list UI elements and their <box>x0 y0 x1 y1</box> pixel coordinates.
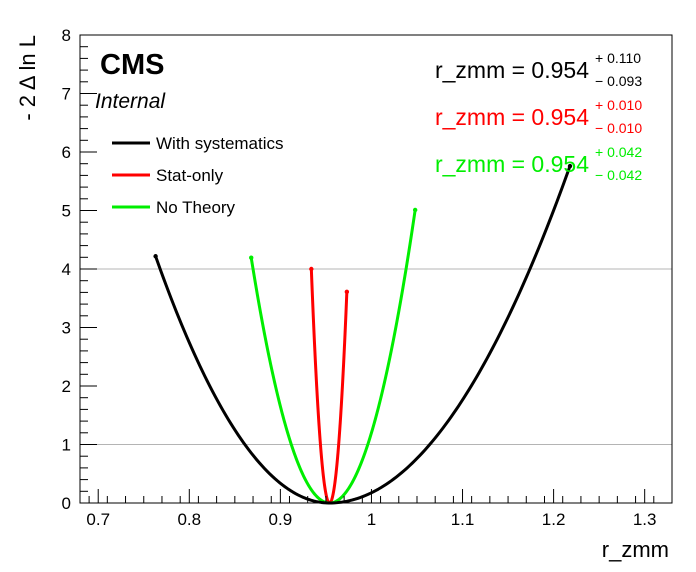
y-tick-label: 0 <box>62 494 71 513</box>
y-tick-label: 3 <box>62 319 71 338</box>
fit-error-up: + 0.010 <box>595 97 642 113</box>
y-tick-label: 1 <box>62 436 71 455</box>
fit-error-down: − 0.093 <box>595 73 642 89</box>
cms-label: CMS <box>100 49 164 81</box>
fit-result-text: r_zmm = 0.954 <box>435 57 589 83</box>
reference-lines <box>80 268 672 445</box>
x-tick-label: 0.9 <box>269 510 293 529</box>
fit-result-text: r_zmm = 0.954 <box>435 104 589 130</box>
x-tick-label: 0.7 <box>86 510 110 529</box>
x-tick-label: 1.2 <box>542 510 566 529</box>
curve-endpoint <box>412 207 418 213</box>
legend-label: No Theory <box>156 198 236 217</box>
legend-label: Stat-only <box>156 166 224 185</box>
fit-result-text: r_zmm = 0.954 <box>435 151 589 177</box>
y-axis-title: - 2 Δ ln L <box>15 35 40 121</box>
fit-error-down: − 0.042 <box>595 167 642 183</box>
curve-endpoint <box>249 255 254 260</box>
fit-results: r_zmm = 0.954 + 0.110 − 0.093 r_zmm = 0.954… <box>435 50 642 183</box>
y-tick-label: 7 <box>62 85 71 104</box>
curve-endpoint <box>309 266 314 272</box>
x-tick-label: 0.8 <box>177 510 201 529</box>
fit-error-up: + 0.042 <box>595 144 642 160</box>
y-tick-label: 5 <box>62 202 71 221</box>
x-tick-label: 1 <box>367 510 376 529</box>
fit-error-down: − 0.010 <box>595 120 642 136</box>
y-tick-label: 8 <box>62 26 71 45</box>
legend-label: With systematics <box>156 134 284 153</box>
x-axis-title: r_zmm <box>602 537 669 562</box>
curve-endpoint <box>567 163 573 169</box>
x-tick-label: 1.3 <box>633 510 657 529</box>
legend: With systematics Stat-only No Theory <box>112 134 284 217</box>
y-tick-label: 4 <box>62 260 71 279</box>
y-tick-label: 6 <box>62 143 71 162</box>
curve-endpoint <box>344 289 350 295</box>
y-tick-label: 2 <box>62 377 71 396</box>
internal-label: Internal <box>95 90 166 113</box>
x-tick-label: 1.1 <box>451 510 475 529</box>
fit-error-up: + 0.110 <box>595 50 641 66</box>
curve-endpoint <box>153 254 158 259</box>
x-axis-ticks: 0.7 0.8 0.9 1 1.1 1.2 1.3 <box>86 489 673 529</box>
y-axis-ticks: 0 1 2 3 4 5 6 7 8 <box>62 26 97 513</box>
